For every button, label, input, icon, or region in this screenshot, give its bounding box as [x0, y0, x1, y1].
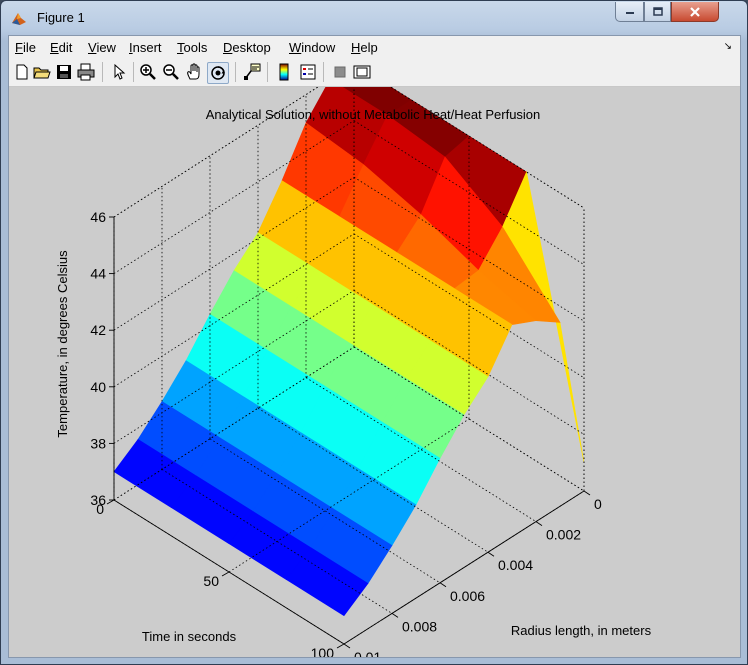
- figure-canvas[interactable]: Analytical Solution, without Metabolic H…: [9, 87, 740, 657]
- z-tick-label: 36: [90, 492, 106, 508]
- z-tick-label: 40: [90, 379, 106, 395]
- y-axis-label: Time in seconds: [142, 629, 237, 644]
- close-button[interactable]: [671, 2, 719, 22]
- x-tick-label: 0.008: [402, 618, 437, 634]
- menu-bar: File Edit View Insert Tools Desktop Wind…: [9, 36, 740, 58]
- insert-colorbar-icon[interactable]: [275, 63, 293, 81]
- x-tick-label: 0: [594, 496, 602, 512]
- grid-line: [353, 120, 585, 265]
- grid-line: [257, 407, 489, 553]
- save-icon[interactable]: [55, 63, 73, 81]
- grid-line: [353, 233, 585, 379]
- axes-box: [106, 87, 591, 649]
- grid-line: [113, 120, 355, 274]
- x-tick: [439, 582, 447, 588]
- z-tick-label: 38: [90, 435, 106, 451]
- menu-desktop[interactable]: Desktop: [223, 40, 271, 55]
- minimize-icon: [625, 11, 634, 14]
- grid-line: [209, 438, 441, 584]
- minimize-button[interactable]: [615, 2, 644, 22]
- z-axis-label: Temperature, in degrees Celsius: [55, 250, 70, 438]
- rotate-3d-button[interactable]: [207, 62, 229, 84]
- data-cursor-icon[interactable]: [243, 63, 261, 81]
- window-title: Figure 1: [37, 10, 85, 25]
- menu-help[interactable]: Help: [351, 40, 378, 55]
- grid-line: [113, 233, 355, 388]
- open-file-icon[interactable]: [33, 63, 51, 81]
- x-tick: [583, 490, 591, 496]
- new-figure-icon[interactable]: [13, 63, 31, 81]
- matlab-icon: [12, 13, 26, 25]
- grid-line: [353, 176, 585, 322]
- grid-line: [113, 346, 355, 501]
- maximize-button[interactable]: [644, 2, 671, 22]
- hide-plot-tools-icon[interactable]: [331, 63, 349, 81]
- grid-line: [113, 176, 355, 331]
- zoom-out-icon[interactable]: [162, 63, 180, 81]
- radius-axis-line: [343, 490, 585, 645]
- menu-insert[interactable]: Insert: [129, 40, 162, 55]
- rotate-3d-icon: [211, 66, 225, 80]
- zoom-in-icon[interactable]: [139, 63, 157, 81]
- maximize-icon: [652, 7, 663, 16]
- chart-title: Analytical Solution, without Metabolic H…: [206, 107, 541, 122]
- insert-legend-icon[interactable]: [299, 63, 317, 81]
- y-tick-label: 50: [203, 573, 219, 589]
- title-bar[interactable]: Figure 1: [1, 1, 747, 35]
- y-tick-label: 100: [311, 645, 335, 657]
- edit-plot-arrow-icon[interactable]: [110, 63, 128, 81]
- box-edge: [389, 87, 585, 209]
- grid-line: [305, 377, 537, 522]
- x-tick-label: 0.01: [354, 649, 381, 657]
- box-edge: [113, 87, 319, 218]
- menu-window[interactable]: Window: [289, 40, 336, 55]
- show-plot-tools-icon[interactable]: [353, 63, 371, 81]
- y-tick: [221, 571, 230, 577]
- x-tick: [343, 643, 351, 649]
- toolbar-separator: [133, 62, 134, 82]
- x-tick-label: 0.006: [450, 588, 485, 604]
- client-area: File Edit View Insert Tools Desktop Wind…: [8, 35, 741, 658]
- pan-hand-icon[interactable]: [185, 63, 203, 81]
- x-axis-label: Radius length, in meters: [511, 623, 652, 638]
- y-tick: [336, 643, 345, 649]
- surface-patch: [286, 547, 369, 617]
- z-tick-label: 42: [90, 322, 106, 338]
- toolbar-separator: [235, 62, 236, 82]
- menu-edit[interactable]: Edit: [50, 40, 73, 55]
- menu-view[interactable]: View: [88, 40, 116, 55]
- x-tick-label: 0.002: [546, 527, 581, 543]
- surface-plot[interactable]: Analytical Solution, without Metabolic H…: [9, 87, 740, 657]
- grid-line: [161, 469, 393, 614]
- menu-file[interactable]: File: [15, 40, 36, 55]
- grid-line: [353, 290, 585, 435]
- x-tick: [391, 613, 399, 618]
- figure-toolbar: [9, 58, 740, 87]
- dock-figure-icon[interactable]: ↘: [723, 41, 732, 52]
- z-tick-label: 46: [90, 209, 106, 225]
- grid-line: [228, 418, 470, 573]
- x-tick-label: 0.004: [498, 557, 533, 573]
- toolbar-separator: [267, 62, 268, 82]
- menu-tools[interactable]: Tools: [177, 40, 208, 55]
- grid-line: [353, 346, 585, 492]
- y-tick-label: 0: [96, 501, 104, 517]
- grid-line: [113, 290, 355, 444]
- close-icon: [690, 6, 700, 17]
- toolbar-separator: [323, 62, 324, 82]
- toolbar-separator: [102, 62, 103, 82]
- y-tick: [106, 499, 115, 505]
- print-icon[interactable]: [77, 63, 95, 81]
- x-tick: [535, 521, 543, 526]
- x-tick: [487, 551, 495, 557]
- z-tick-label: 44: [90, 266, 106, 282]
- tick-labels: 36 38 40 42 44 46 0 50 100 0.01 0.008 0.006 0.004 0.0…: [90, 209, 602, 657]
